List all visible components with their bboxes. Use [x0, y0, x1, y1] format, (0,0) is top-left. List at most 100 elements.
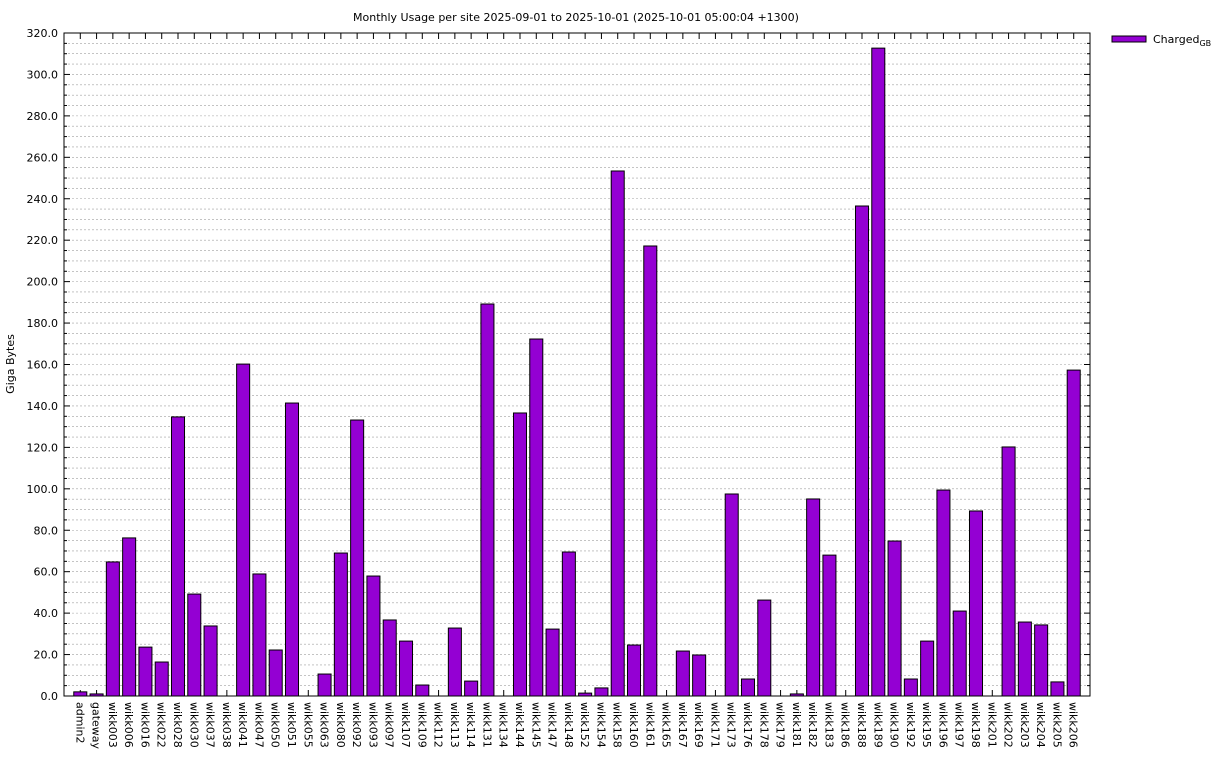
y-tick-label: 60.0: [34, 566, 59, 579]
x-tick-label: wikk178: [757, 702, 770, 748]
bar: [871, 47, 886, 697]
x-tick-label: gateway: [90, 702, 103, 750]
bar: [936, 489, 951, 697]
x-tick-label: wikk196: [936, 702, 949, 748]
bar: [561, 551, 576, 697]
x-tick-label: wikk186: [839, 702, 852, 748]
x-tick-label: wikk206: [1067, 702, 1080, 748]
bar: [154, 661, 169, 697]
y-tick-label: 80.0: [34, 524, 59, 537]
bar: [73, 691, 88, 697]
bar: [854, 205, 870, 697]
x-tick-label: wikk109: [415, 702, 428, 748]
bar: [236, 363, 251, 697]
x-tick-label: wikk112: [432, 702, 445, 748]
bar: [333, 552, 348, 697]
y-tick-label: 280.0: [27, 110, 59, 123]
bar: [887, 540, 902, 697]
y-tick-label: 0.0: [41, 690, 59, 703]
y-tick-label: 40.0: [34, 607, 59, 620]
x-tick-label: wikk050: [269, 702, 282, 748]
bar: [447, 627, 462, 697]
bar: [350, 419, 365, 697]
x-tick-label: wikk016: [138, 702, 151, 748]
bar: [545, 628, 560, 697]
x-tick-label: wikk080: [334, 702, 347, 748]
x-tick-label: wikk148: [562, 702, 575, 748]
bar: [187, 593, 202, 697]
x-tick-label: wikk092: [350, 702, 363, 748]
x-tick-label: wikk198: [969, 702, 982, 748]
bar: [822, 554, 837, 697]
x-tick-label: wikk006: [122, 702, 135, 748]
x-tick-label: wikk113: [448, 702, 461, 748]
x-tick-label: wikk051: [285, 702, 298, 748]
bar: [903, 678, 918, 697]
y-tick-label: 300.0: [27, 68, 59, 81]
bar: [464, 680, 479, 697]
bar: [138, 646, 153, 697]
bar: [122, 537, 137, 697]
x-tick-label: wikk192: [904, 702, 917, 748]
x-tick-label: wikk188: [855, 702, 868, 748]
y-tick-label: 160.0: [27, 359, 59, 372]
bar: [170, 416, 186, 697]
x-tick-label: wikk183: [822, 702, 835, 748]
bar: [968, 510, 984, 697]
y-tick-label: 180.0: [27, 317, 59, 330]
x-tick-label: wikk179: [774, 702, 787, 748]
bar: [203, 625, 218, 697]
legend-swatch: [1111, 35, 1147, 43]
legend-name: Charged: [1153, 33, 1199, 46]
bar: [1017, 621, 1032, 697]
x-tick-label: wikk203: [1018, 702, 1031, 748]
x-tick-label: wikk205: [1050, 702, 1063, 748]
x-tick-label: wikk114: [464, 702, 477, 748]
x-tick-label: wikk028: [171, 702, 184, 748]
x-tick-label: wikk022: [155, 702, 168, 748]
plot-border: [63, 32, 1091, 697]
x-tick-label: wikk131: [480, 702, 493, 748]
bar: [675, 650, 690, 697]
x-tick-label: wikk195: [920, 702, 933, 748]
bar: [366, 575, 381, 697]
x-tick-label: wikk182: [806, 702, 819, 748]
x-tick-label: wikk037: [204, 702, 217, 748]
y-tick-label: 20.0: [34, 649, 59, 662]
bar: [415, 684, 430, 697]
x-tick-label: wikk097: [383, 702, 396, 748]
y-tick-label: 140.0: [27, 400, 59, 413]
bar: [1001, 446, 1016, 697]
legend-label: ChargedGB: [1153, 33, 1211, 48]
x-tick-label: wikk201: [985, 702, 998, 748]
x-tick-label: wikk107: [399, 702, 412, 748]
x-tick-label: wikk145: [529, 702, 542, 748]
x-tick-label: wikk190: [888, 702, 901, 748]
bar: [480, 303, 495, 697]
x-tick-label: wikk165: [660, 702, 673, 748]
x-tick-label: wikk176: [741, 702, 754, 748]
x-tick-label: wikk134: [497, 702, 510, 748]
x-tick-label: wikk158: [611, 702, 624, 748]
y-tick-label: 120.0: [27, 441, 59, 454]
x-tick-label: wikk030: [187, 702, 200, 748]
legend-subscript: GB: [1199, 39, 1211, 48]
x-tick-label: wikk152: [578, 702, 591, 748]
x-tick-label: wikk055: [301, 702, 314, 748]
x-tick-label: wikk147: [546, 702, 559, 748]
y-axis-label: Giga Bytes: [4, 334, 17, 394]
x-tick-label: wikk144: [513, 702, 526, 748]
x-tick-label: wikk154: [594, 702, 607, 748]
x-tick-label: wikk093: [366, 702, 379, 748]
x-tick-label: wikk160: [627, 702, 640, 748]
bar: [382, 619, 397, 697]
x-tick-label: wikk189: [871, 702, 884, 748]
bar: [626, 644, 642, 697]
chart-title: Monthly Usage per site 2025-09-01 to 202…: [353, 11, 799, 24]
bar: [252, 573, 267, 697]
bar: [740, 678, 756, 697]
x-tick-label: admin2: [73, 702, 86, 743]
y-tick-label: 220.0: [27, 234, 59, 247]
x-tick-label: wikk161: [643, 702, 656, 748]
